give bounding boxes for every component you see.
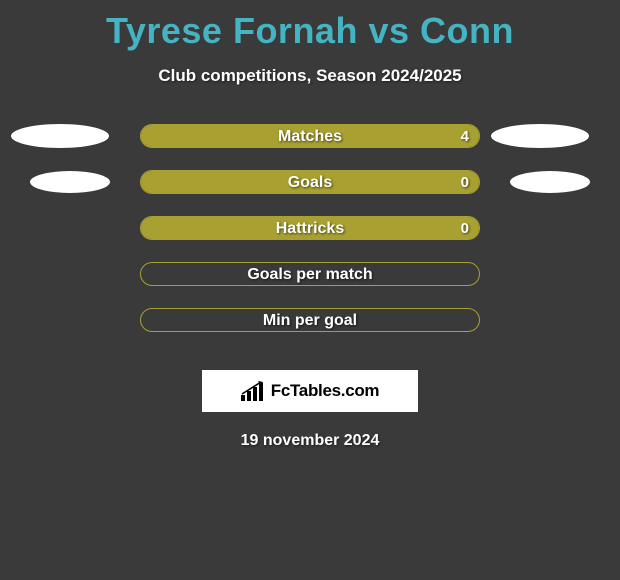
date-text: 19 november 2024 (0, 432, 620, 450)
stat-value-right: 0 (461, 171, 469, 194)
stat-value-right: 4 (461, 125, 469, 148)
brand-logo: FcTables.com (241, 381, 380, 401)
player-left-ellipse (11, 124, 109, 148)
player-right-ellipse (510, 171, 590, 193)
stat-row: Hattricks0 (0, 216, 620, 262)
stat-row: Goals0 (0, 170, 620, 216)
stat-row: Min per goal (0, 308, 620, 354)
player-left-ellipse (30, 171, 110, 193)
stats-container: Matches4Goals0Hattricks0Goals per matchM… (0, 124, 620, 354)
player-right-ellipse (491, 124, 589, 148)
brand-footer-box: FcTables.com (202, 370, 418, 412)
stat-bar: Goals0 (140, 170, 480, 194)
bars-icon (241, 381, 267, 401)
stat-label: Goals (141, 171, 479, 194)
stat-row: Goals per match (0, 262, 620, 308)
stat-value-right: 0 (461, 217, 469, 240)
stat-label: Hattricks (141, 217, 479, 240)
stat-bar: Min per goal (140, 308, 480, 332)
stat-label: Goals per match (141, 263, 479, 286)
stat-bar: Matches4 (140, 124, 480, 148)
stat-row: Matches4 (0, 124, 620, 170)
comparison-title: Tyrese Fornah vs Conn (0, 0, 620, 52)
comparison-subtitle: Club competitions, Season 2024/2025 (0, 66, 620, 86)
stat-label: Matches (141, 125, 479, 148)
stat-bar: Hattricks0 (140, 216, 480, 240)
stat-bar: Goals per match (140, 262, 480, 286)
brand-text: FcTables.com (271, 381, 380, 401)
stat-label: Min per goal (141, 309, 479, 332)
